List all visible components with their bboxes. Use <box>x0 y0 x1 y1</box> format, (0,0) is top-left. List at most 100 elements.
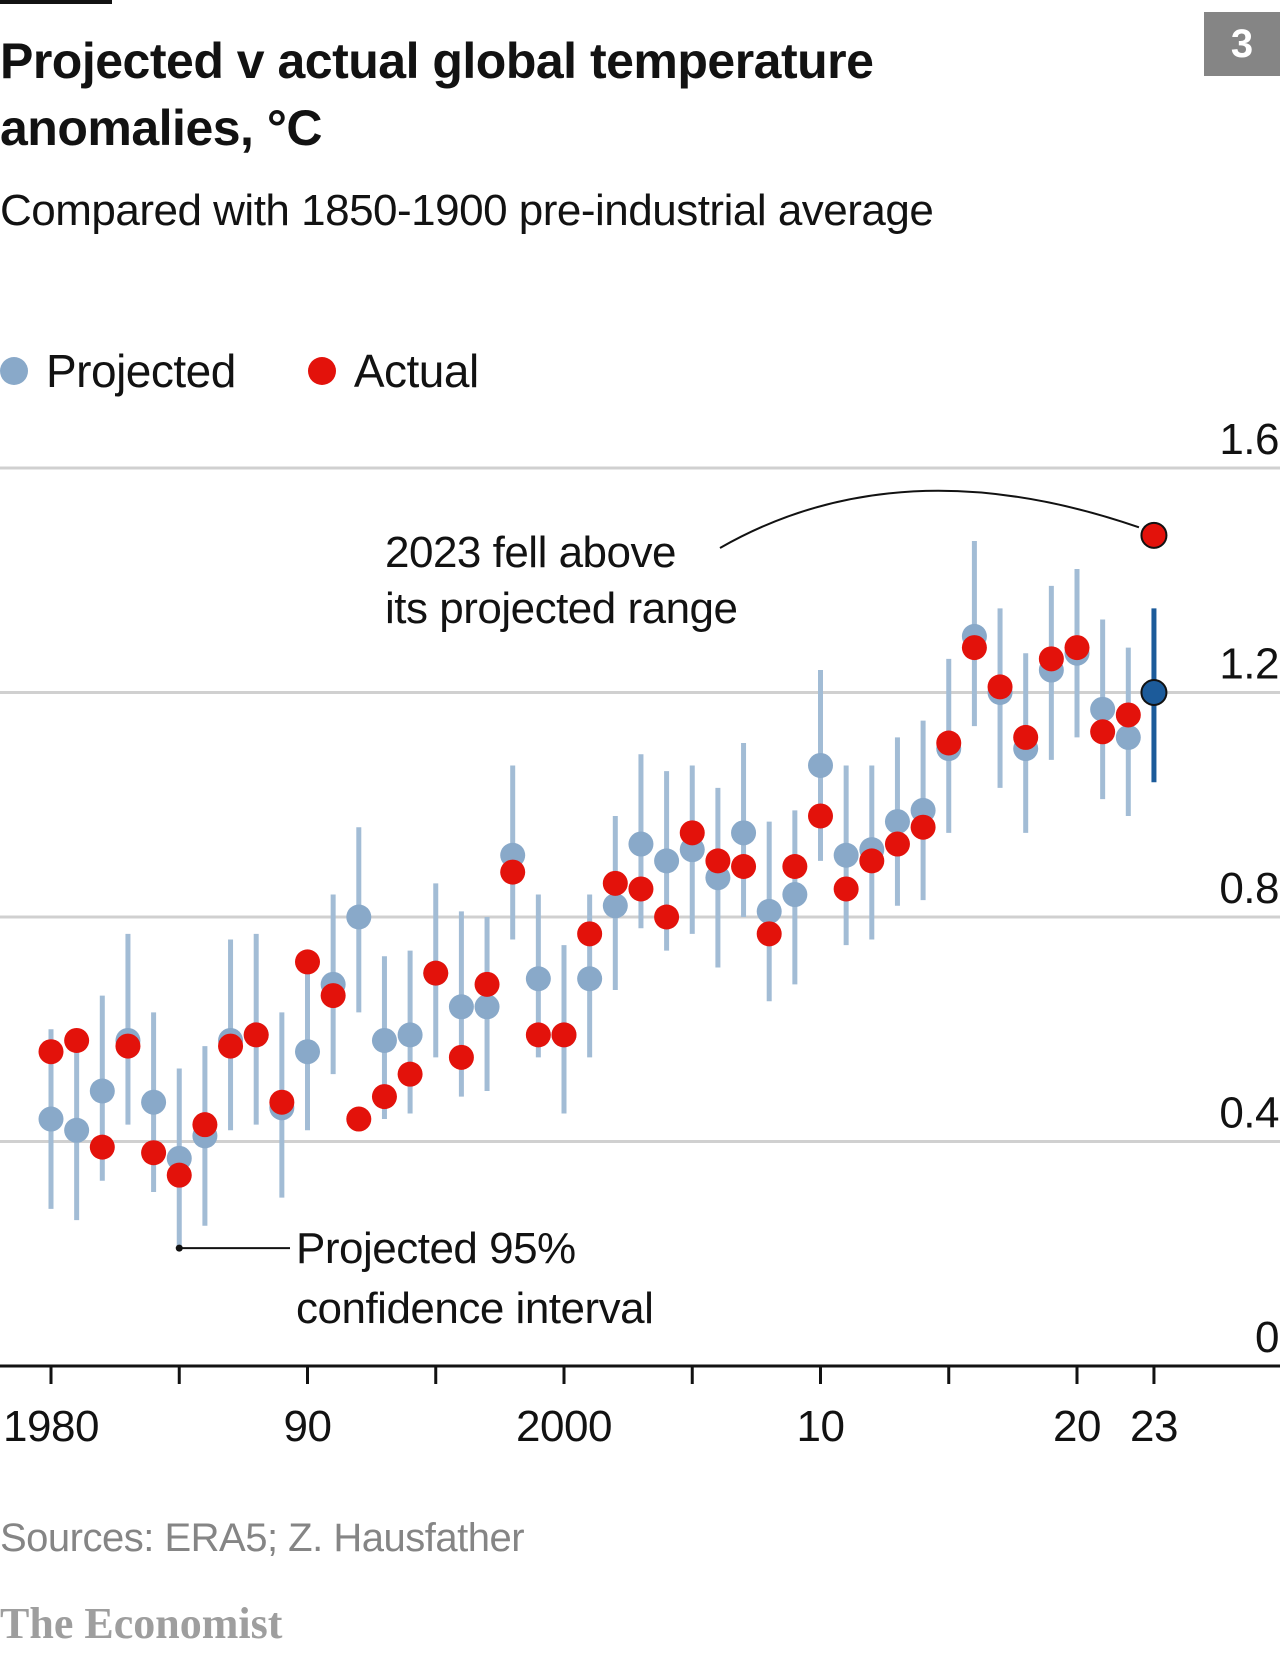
x-tick-label: 10 <box>797 1402 845 1451</box>
actual-points <box>38 521 1168 1188</box>
y-tick-label: 0 <box>1255 1313 1279 1362</box>
x-tick-label: 1980 <box>3 1402 99 1451</box>
actual-point <box>654 904 680 930</box>
interval-annotation-line2: confidence interval <box>296 1284 653 1333</box>
projected-point <box>577 966 603 992</box>
actual-point <box>141 1140 167 1166</box>
actual-point <box>910 814 936 840</box>
actual-point <box>1013 724 1039 750</box>
actual-point <box>961 635 987 661</box>
x-tick-label: 90 <box>284 1402 332 1451</box>
actual-point <box>1038 646 1064 672</box>
actual-point <box>782 853 808 879</box>
actual-point <box>371 1084 397 1110</box>
actual-point <box>423 960 449 986</box>
actual-point <box>192 1112 218 1138</box>
x-tick-label: 20 <box>1053 1402 1101 1451</box>
actual-point <box>1140 521 1168 549</box>
chart-title: Projected v actual global temperature an… <box>0 33 874 156</box>
highlight-annotation-line1: 2023 fell above <box>385 528 676 577</box>
projected-point <box>602 893 628 919</box>
actual-point <box>577 921 603 947</box>
x-tick-label: 2000 <box>516 1402 612 1451</box>
actual-point <box>679 820 705 846</box>
actual-marker-icon <box>307 357 336 385</box>
projected-point <box>731 820 757 846</box>
projected-point <box>756 898 782 924</box>
actual-point <box>500 859 526 885</box>
actual-point <box>89 1134 115 1160</box>
actual-point <box>833 876 859 902</box>
actual-point <box>269 1089 295 1115</box>
actual-point <box>731 853 757 879</box>
highlight-annotation-leader <box>719 489 1140 549</box>
y-tick-label: 1.6 <box>1219 415 1279 464</box>
projected-point <box>1115 724 1141 750</box>
publisher-logo: The Economist <box>0 1599 283 1648</box>
interval-annotation-line1: Projected 95% <box>296 1224 576 1273</box>
y-tick-label: 0.8 <box>1219 864 1279 913</box>
actual-point <box>1115 702 1141 728</box>
projected-point <box>654 848 680 874</box>
actual-point <box>166 1162 192 1188</box>
projected-point <box>884 809 910 835</box>
projected-points <box>38 623 1168 1171</box>
projected-point <box>1140 679 1168 706</box>
actual-point <box>1064 635 1090 661</box>
actual-point <box>884 831 910 857</box>
actual-point <box>756 921 782 947</box>
projected-point <box>295 1039 320 1065</box>
projected-point <box>89 1078 115 1104</box>
y-tick-label: 1.2 <box>1219 640 1279 689</box>
actual-point <box>243 1022 269 1048</box>
actual-point <box>705 848 731 874</box>
projected-point <box>397 1022 423 1048</box>
source-note: Sources: ERA5; Z. Hausfather <box>0 1516 525 1560</box>
interval-annotation-dot <box>175 1244 183 1252</box>
legend-item-actual: Actual <box>307 344 479 398</box>
actual-point <box>448 1044 474 1070</box>
chart-subtitle: Compared with 1850-1900 pre-industrial a… <box>0 186 934 235</box>
projected-point <box>141 1089 167 1115</box>
actual-point <box>987 674 1013 700</box>
legend-label-actual: Actual <box>353 345 479 397</box>
x-tick-label: 23 <box>1130 1402 1178 1451</box>
projected-point <box>64 1117 90 1143</box>
highlight-annotation-line2: its projected range <box>385 584 738 633</box>
projected-point <box>808 752 833 778</box>
y-axis-tick-labels: 0 0.4 0.8 1.2 1.6 <box>1219 415 1279 1362</box>
actual-point <box>551 1022 577 1048</box>
actual-point <box>320 983 346 1009</box>
projected-point <box>782 882 808 908</box>
x-axis: 1980 90 2000 10 20 23 <box>0 1364 1280 1451</box>
top-rule <box>0 0 112 4</box>
actual-point <box>38 1039 64 1065</box>
projected-point <box>346 904 372 930</box>
actual-point <box>218 1033 244 1059</box>
chart-number-badge: 3 <box>1204 12 1280 76</box>
projected-point <box>448 994 474 1020</box>
actual-point <box>808 803 833 829</box>
actual-point <box>1090 719 1116 745</box>
actual-point <box>346 1106 372 1132</box>
actual-point <box>115 1033 141 1059</box>
actual-point <box>64 1027 90 1053</box>
projected-point <box>371 1027 397 1053</box>
actual-point <box>525 1022 551 1048</box>
actual-point <box>936 730 962 756</box>
actual-point <box>628 876 654 902</box>
actual-point <box>295 949 320 975</box>
actual-point <box>474 971 500 997</box>
projected-point <box>38 1106 64 1132</box>
projected-point <box>525 966 551 992</box>
legend-item-projected: Projected <box>0 344 236 398</box>
projected-point <box>628 831 654 857</box>
actual-point <box>602 870 628 896</box>
y-tick-label: 0.4 <box>1219 1089 1279 1138</box>
projected-point <box>1090 696 1116 722</box>
actual-point <box>859 848 885 874</box>
projected-point <box>474 994 500 1020</box>
chart-legend: Projected Actual <box>0 344 551 398</box>
annotations: 2023 fell above its projected range Proj… <box>175 489 1140 1333</box>
